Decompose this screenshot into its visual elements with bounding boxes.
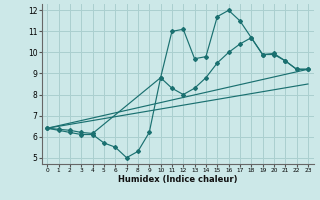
X-axis label: Humidex (Indice chaleur): Humidex (Indice chaleur) [118,175,237,184]
